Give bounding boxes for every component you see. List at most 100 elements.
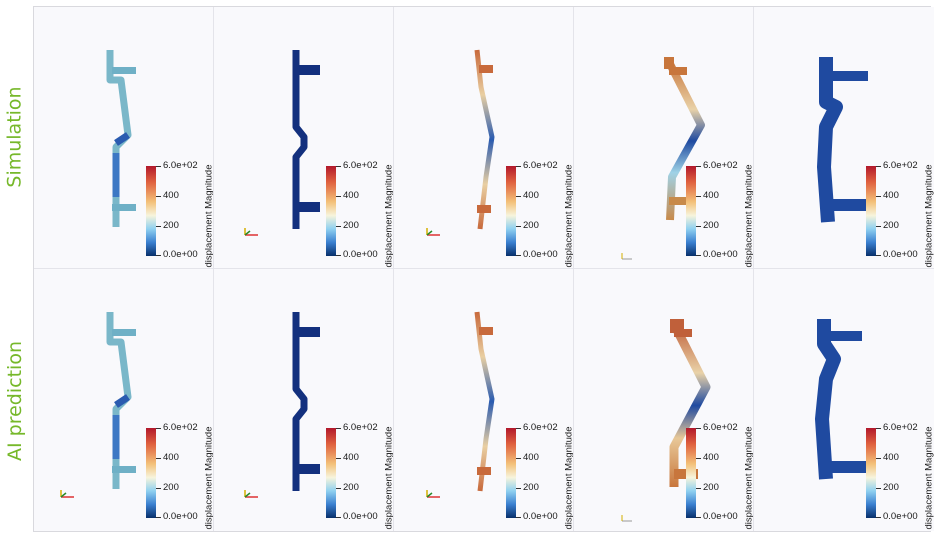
colorbar-gradient [326, 166, 336, 256]
colorbar-tick [876, 458, 881, 459]
colorbar-tick [876, 196, 881, 197]
colorbar-tick [336, 488, 341, 489]
colorbar-tick [696, 196, 701, 197]
colorbar-tick [696, 488, 701, 489]
panel-sim-4: 6.0e+02 400 200 0.0e+00 displacement Mag… [574, 7, 754, 269]
colorbar-tick [696, 458, 701, 459]
colorbar-tick [696, 428, 701, 429]
deformed-bracket-shape [474, 311, 495, 492]
colorbar-tick [156, 166, 161, 167]
colorbar-tick-label-200: 200 [703, 482, 719, 493]
axis-triad-icon [244, 228, 258, 236]
colorbar-tick-label-200: 200 [703, 220, 719, 231]
axis-triad-icon [426, 228, 440, 236]
colorbar-tick-label-400: 400 [163, 190, 179, 201]
colorbar-tick [516, 458, 521, 459]
colorbar-tick [336, 196, 341, 197]
deformed-bracket-shape [292, 50, 320, 229]
colorbar-tick [336, 458, 341, 459]
colorbar-tick-label-min: 0.0e+00 [883, 511, 918, 522]
panel-ai-4: 6.0e+02 400 200 0.0e+00 displacement Mag… [574, 269, 754, 531]
axis-triad-icon [244, 490, 258, 498]
colorbar-title: displacement Magnitude [923, 426, 935, 530]
colorbar-tick-label-min: 0.0e+00 [523, 249, 558, 260]
colorbar-tick [336, 166, 341, 167]
colorbar-tick-label-400: 400 [523, 190, 539, 201]
comparison-grid: 6.0e+02 400 200 0.0e+00 displacement Mag… [33, 6, 934, 532]
colorbar-tick [516, 226, 521, 227]
colorbar-tick-label-max: 6.0e+02 [163, 160, 198, 171]
colorbar-tick [516, 517, 521, 518]
panel-ai-1: 6.0e+02 400 200 0.0e+00 displacement Mag… [34, 269, 214, 531]
deformed-bracket-shape [815, 319, 870, 480]
colorbar-tick-label-400: 400 [343, 190, 359, 201]
colorbar-tick [516, 255, 521, 256]
panel-sim-5: 6.0e+02 400 200 0.0e+00 displacement Mag… [754, 7, 934, 269]
colorbar-tick-label-400: 400 [703, 452, 719, 463]
colorbar-tick-label-400: 400 [883, 452, 899, 463]
deformed-bracket-shape [474, 49, 495, 230]
colorbar-gradient [686, 166, 696, 256]
colorbar-tick [876, 428, 881, 429]
row-label-simulation-text: Simulation [4, 86, 26, 188]
colorbar-tick-label-min: 0.0e+00 [703, 249, 738, 260]
colorbar-tick [156, 428, 161, 429]
axis-triad-icon [426, 490, 440, 498]
row-label-ai-prediction-text: AI prediction [4, 341, 26, 461]
colorbar-tick [876, 488, 881, 489]
colorbar-tick-label-400: 400 [883, 190, 899, 201]
colorbar-gradient [686, 428, 696, 518]
colorbar-tick-label-max: 6.0e+02 [343, 160, 378, 171]
colorbar-tick [696, 517, 701, 518]
panel-ai-5: 6.0e+02 400 200 0.0e+00 displacement Mag… [754, 269, 934, 531]
colorbar-tick-label-min: 0.0e+00 [343, 511, 378, 522]
colorbar-tick-label-400: 400 [163, 452, 179, 463]
colorbar-tick [696, 226, 701, 227]
colorbar-tick-label-max: 6.0e+02 [523, 160, 558, 171]
colorbar-title: displacement Magnitude [383, 426, 394, 530]
colorbar-tick [336, 226, 341, 227]
deformed-bracket-shape [292, 312, 320, 491]
colorbar-title: displacement Magnitude [203, 426, 214, 530]
colorbar-tick [876, 517, 881, 518]
colorbar-tick-label-max: 6.0e+02 [703, 422, 738, 433]
panel-sim-3: 6.0e+02 400 200 0.0e+00 displacement Mag… [394, 7, 574, 269]
deformed-bracket-shape [106, 312, 136, 489]
colorbar-tick [876, 166, 881, 167]
colorbar-tick [336, 517, 341, 518]
colorbar-tick [156, 226, 161, 227]
colorbar-tick [516, 166, 521, 167]
deformed-bracket-shape [669, 319, 711, 487]
colorbar-tick [336, 428, 341, 429]
panel-sim-2: 6.0e+02 400 200 0.0e+00 displacement Mag… [214, 7, 394, 269]
colorbar-tick-label-200: 200 [883, 482, 899, 493]
colorbar-title: displacement Magnitude [563, 164, 574, 268]
colorbar-tick [156, 517, 161, 518]
colorbar-tick [696, 166, 701, 167]
colorbar-tick-label-max: 6.0e+02 [163, 422, 198, 433]
colorbar-tick-label-min: 0.0e+00 [523, 511, 558, 522]
panel-ai-3: 6.0e+02 400 200 0.0e+00 displacement Mag… [394, 269, 574, 531]
colorbar-gradient [506, 166, 516, 256]
colorbar-gradient [326, 428, 336, 518]
colorbar-tick-label-min: 0.0e+00 [883, 249, 918, 260]
colorbar-gradient [866, 428, 876, 518]
colorbar-tick-label-200: 200 [523, 482, 539, 493]
colorbar-tick-label-max: 6.0e+02 [703, 160, 738, 171]
colorbar-tick [156, 196, 161, 197]
row-label-simulation: Simulation [0, 6, 30, 268]
colorbar-tick-label-min: 0.0e+00 [163, 511, 198, 522]
colorbar-tick-label-max: 6.0e+02 [523, 422, 558, 433]
colorbar-title: displacement Magnitude [743, 164, 754, 268]
colorbar-tick [876, 255, 881, 256]
colorbar-tick-label-min: 0.0e+00 [163, 249, 198, 260]
axis-triad-icon [60, 490, 74, 498]
colorbar-tick-label-200: 200 [163, 220, 179, 231]
panel-sim-1: 6.0e+02 400 200 0.0e+00 displacement Mag… [34, 7, 214, 269]
colorbar-title: displacement Magnitude [563, 426, 574, 530]
colorbar-tick-label-200: 200 [343, 482, 359, 493]
colorbar-title: displacement Magnitude [203, 164, 214, 268]
colorbar-tick [876, 226, 881, 227]
colorbar-gradient [506, 428, 516, 518]
colorbar-tick [156, 488, 161, 489]
